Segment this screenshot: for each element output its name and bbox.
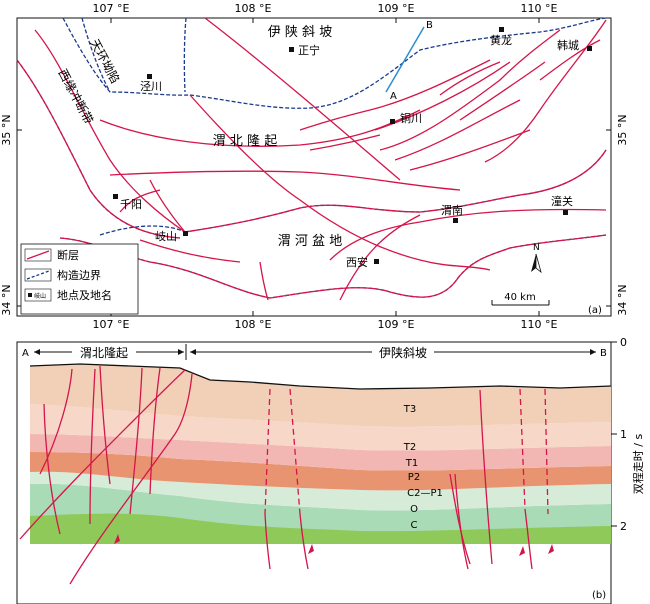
place-qishan: 岐山 [155,230,177,243]
lon-label-bottom-3: 109 °E [378,318,415,330]
lon-label-top-4: 110 °E [521,2,558,15]
place-tongchuan: 铜川 [400,111,422,125]
lon-label-top-2: 108 °E [235,2,272,15]
legend-place: 地点及地名 [57,288,112,302]
region-weibei: 渭 北 隆 起 [213,134,277,149]
axis-tick-0: 0 [620,336,627,349]
scale-bar [491,300,550,306]
section-end-b: B [600,348,607,359]
panel-a-label: (a) [588,305,602,316]
lon-label-bottom-1: 107 °E [93,318,130,330]
section-span-arrows [34,344,596,360]
region-yishan: 伊 陕 斜 坡 [268,25,332,40]
tectonic-map: 107 °E 108 °E 109 °E 110 °E 107 °E 108 °… [0,2,629,330]
profile-line-ab [385,26,425,93]
seismic-section: T3 T2 T1 P2 C2—P1 O C A B 渭北隆起 伊陕斜坡 0 1 … [16,336,645,604]
lat-label-left-34: 34 °N [0,284,13,315]
place-weinan: 渭南 [441,204,463,217]
place-jingchuan: 泾川 [140,80,162,93]
panel-b-label: (b) [592,590,606,601]
axis-tick-1: 1 [620,428,627,441]
fault-lines [16,17,607,301]
place-xian: 西安 [346,255,368,269]
legend-boundary: 构造边界 [57,268,101,282]
lat-label-right-35: 35 °N [616,114,629,145]
place-huanglong: 黄龙 [490,33,512,47]
unit-weibei: 渭北隆起 [80,345,128,360]
stratum-o: O [410,504,418,515]
lon-label-top-1: 107 °E [93,2,130,15]
stratum-t2: T2 [403,442,416,453]
stratum-c: C [411,520,418,531]
legend-place-sample: 岐山 [34,292,46,300]
section-faults [19,365,533,585]
lat-label-left-35: 35 °N [0,114,13,145]
lat-label-right-34: 34 °N [616,284,629,315]
stratum-t1: T1 [405,458,418,469]
lon-label-bottom-4: 110 °E [521,318,558,330]
axis-tick-2: 2 [620,520,627,533]
map-legend [20,243,139,315]
place-hancheng: 韩城 [557,38,579,52]
axis-title: 双程走时 / s [632,434,645,495]
place-qianyang: 千阳 [120,198,142,211]
region-weihe: 渭 河 盆 地 [278,234,342,249]
strata-layers [29,363,612,544]
legend-fault: 断层 [57,248,79,262]
lon-label-top-3: 109 °E [378,2,415,15]
north-label: N [533,243,540,253]
section-end-a: A [22,348,29,359]
place-zhengning: 正宁 [298,43,320,57]
stratum-c2p1: C2—P1 [407,488,443,499]
lon-label-bottom-2: 108 °E [235,318,272,330]
scale-label: 40 km [504,292,535,303]
place-tongguan: 潼关 [551,194,573,208]
north-arrow-icon [531,253,542,274]
stratum-t3: T3 [403,404,416,415]
section-faults-dashed [264,388,549,515]
stratum-p2: P2 [408,472,420,483]
profile-end-a: A [390,91,397,102]
place-markers [113,27,592,264]
unit-yishan: 伊陕斜坡 [379,345,427,360]
profile-end-b: B [426,20,433,31]
fault-arrows [114,534,554,556]
